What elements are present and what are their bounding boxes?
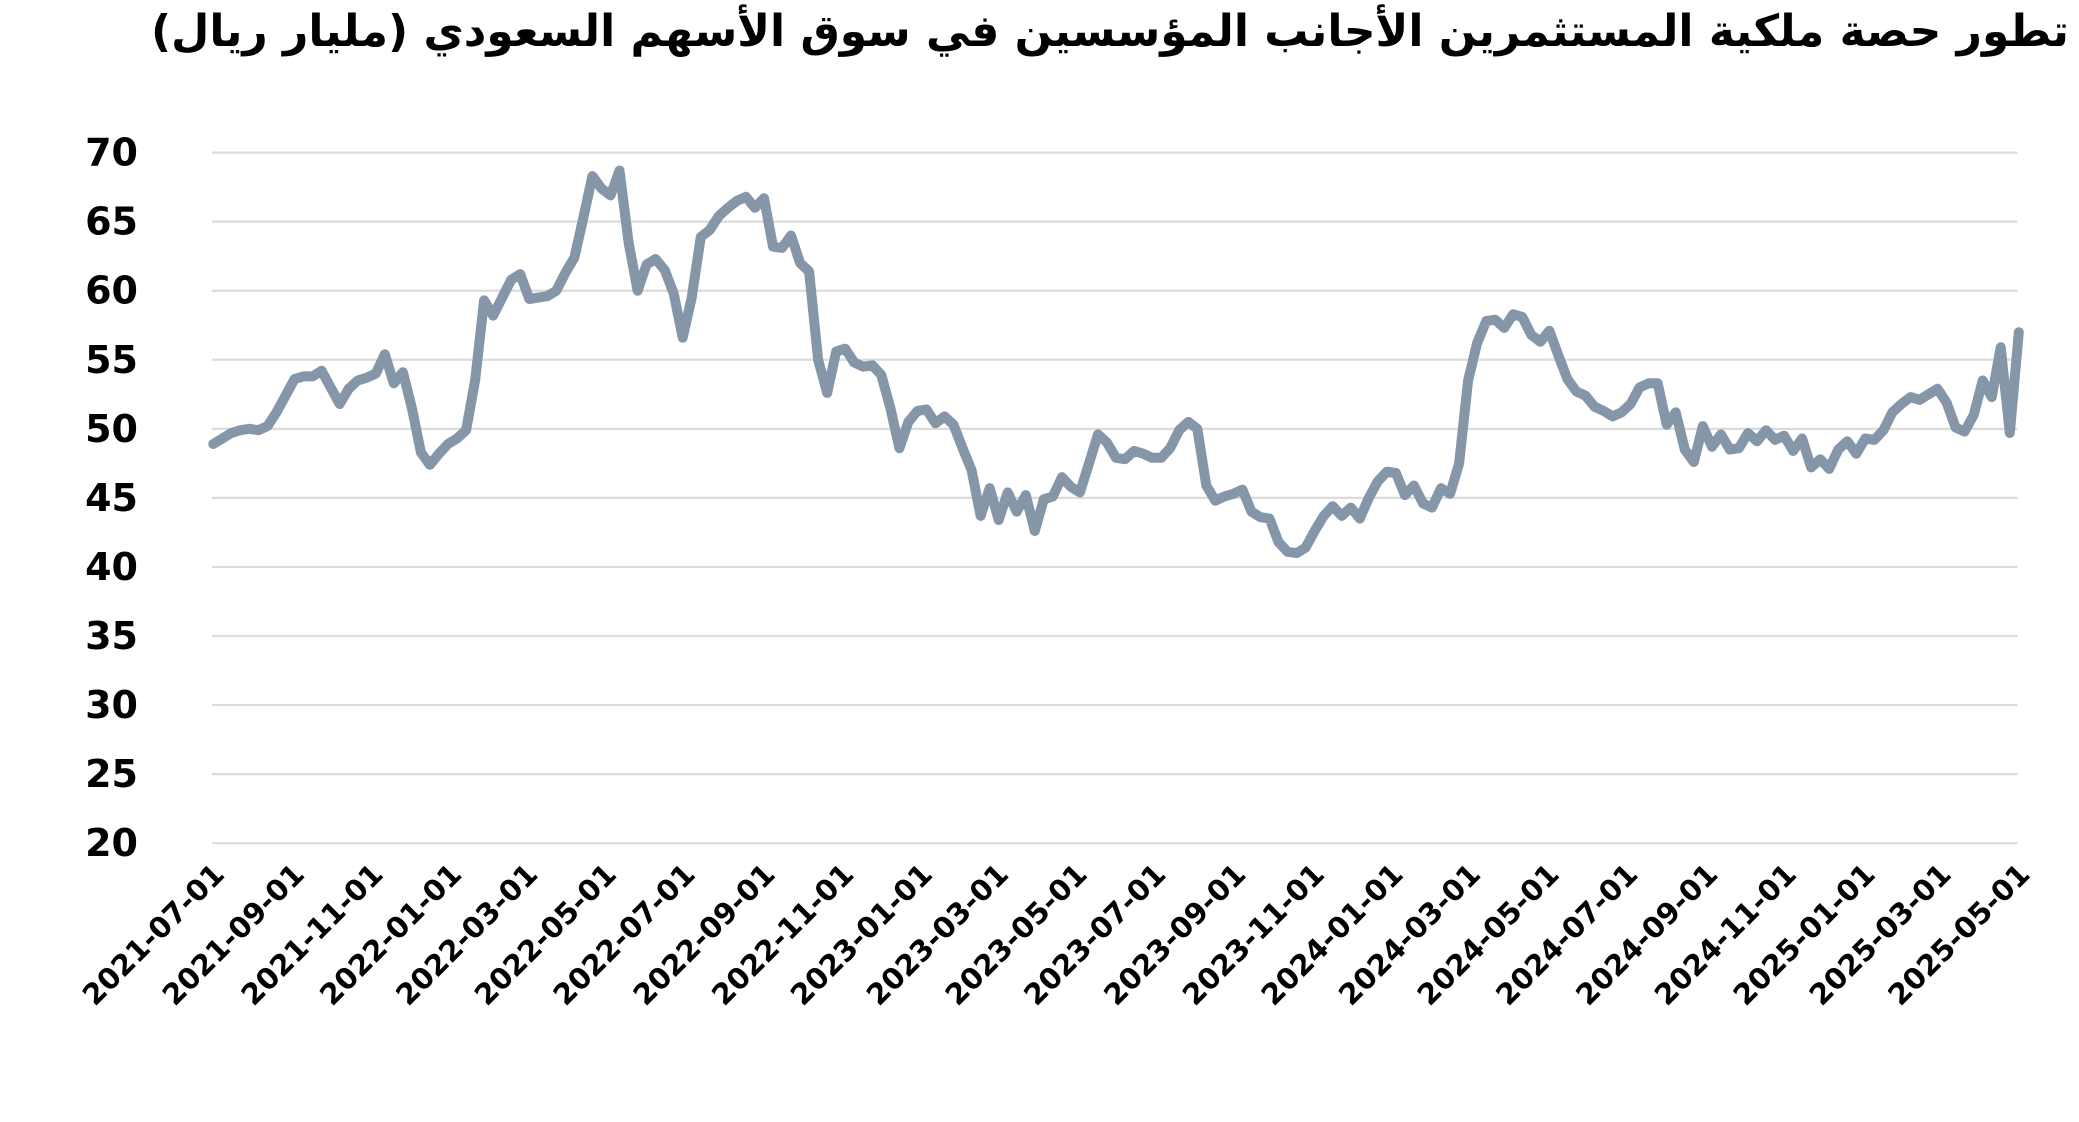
y-tick-label: 20 <box>85 821 138 865</box>
y-tick-label: 60 <box>85 269 138 313</box>
data-series <box>208 165 2024 559</box>
y-tick-label: 70 <box>85 131 138 175</box>
y-tick-label: 30 <box>85 683 138 727</box>
y-tick-label: 65 <box>85 200 138 244</box>
chart-title: تطور حصة ملكية المستثمرين الأجانب المؤسس… <box>151 6 2069 57</box>
x-tick-label: 2024-07-01 <box>1489 857 1644 1012</box>
y-tick-label: 50 <box>85 407 138 451</box>
x-tick-label: 2021-07-01 <box>76 857 231 1012</box>
data-line <box>208 165 2024 559</box>
x-tick-label: 2022-07-01 <box>546 857 701 1012</box>
x-axis-labels: 2021-07-012021-09-012021-11-012022-01-01… <box>76 857 2037 1012</box>
y-tick-label: 25 <box>85 752 138 796</box>
y-axis-labels: 20 25 30 35 40 45 50 55 60 65 70 <box>85 131 138 866</box>
y-tick-label: 45 <box>85 476 138 520</box>
x-tick-label: 2023-07-01 <box>1017 857 1172 1012</box>
y-tick-label: 35 <box>85 614 138 658</box>
y-tick-label: 40 <box>85 545 138 589</box>
x-tick-label: 2025-05-01 <box>1881 857 2036 1012</box>
gridlines <box>212 151 2018 845</box>
y-tick-label: 55 <box>85 338 138 382</box>
